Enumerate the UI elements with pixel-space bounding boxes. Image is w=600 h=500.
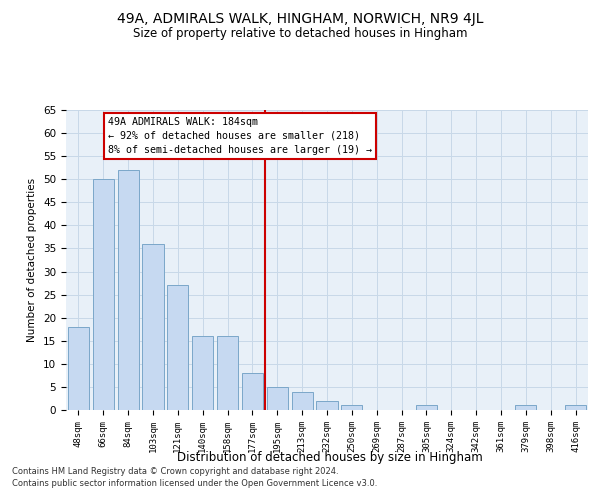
Text: Contains public sector information licensed under the Open Government Licence v3: Contains public sector information licen… bbox=[12, 478, 377, 488]
Bar bbox=[565, 406, 586, 410]
Text: 49A, ADMIRALS WALK, HINGHAM, NORWICH, NR9 4JL: 49A, ADMIRALS WALK, HINGHAM, NORWICH, NR… bbox=[117, 12, 483, 26]
Bar bbox=[341, 406, 362, 410]
Bar bbox=[515, 406, 536, 410]
Bar bbox=[416, 406, 437, 410]
Bar bbox=[68, 327, 89, 410]
Bar bbox=[93, 179, 114, 410]
Bar bbox=[316, 401, 338, 410]
Text: 49A ADMIRALS WALK: 184sqm
← 92% of detached houses are smaller (218)
8% of semi-: 49A ADMIRALS WALK: 184sqm ← 92% of detac… bbox=[108, 117, 372, 155]
Text: Contains HM Land Registry data © Crown copyright and database right 2024.: Contains HM Land Registry data © Crown c… bbox=[12, 467, 338, 476]
Bar bbox=[267, 387, 288, 410]
Text: Distribution of detached houses by size in Hingham: Distribution of detached houses by size … bbox=[177, 451, 483, 464]
Bar bbox=[217, 336, 238, 410]
Bar bbox=[292, 392, 313, 410]
Bar bbox=[242, 373, 263, 410]
Bar bbox=[192, 336, 213, 410]
Y-axis label: Number of detached properties: Number of detached properties bbox=[28, 178, 37, 342]
Text: Size of property relative to detached houses in Hingham: Size of property relative to detached ho… bbox=[133, 28, 467, 40]
Bar bbox=[118, 170, 139, 410]
Bar bbox=[167, 286, 188, 410]
Bar bbox=[142, 244, 164, 410]
